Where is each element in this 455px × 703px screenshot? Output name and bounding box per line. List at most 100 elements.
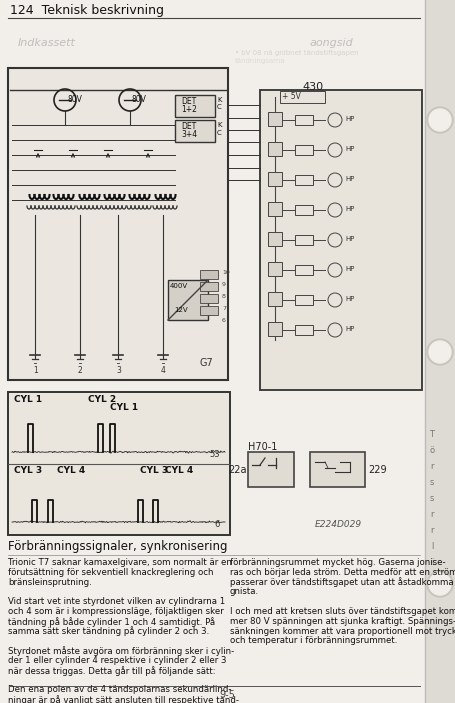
- Text: samma sätt sker tändning på cylinder 2 och 3.: samma sätt sker tändning på cylinder 2 o…: [8, 626, 209, 636]
- Text: T: T: [430, 430, 435, 439]
- Bar: [200, 306, 218, 315]
- Bar: [295, 205, 313, 215]
- Text: sänkningen kommer att vara proportionell mot tryck: sänkningen kommer att vara proportionell…: [230, 626, 455, 636]
- Text: H70-1: H70-1: [248, 442, 278, 452]
- Circle shape: [427, 339, 453, 365]
- Text: der 1 eller cylinder 4 respektive i cylinder 2 eller 3: der 1 eller cylinder 4 respektive i cyli…: [8, 656, 227, 665]
- Bar: [175, 95, 215, 117]
- Text: CYL 4: CYL 4: [165, 466, 193, 475]
- Text: och temperatur i förbränningsrummet.: och temperatur i förbränningsrummet.: [230, 636, 397, 645]
- Text: ö: ö: [430, 446, 435, 455]
- Bar: [295, 175, 313, 185]
- Bar: [425, 0, 455, 703]
- Text: 3+4: 3+4: [181, 130, 197, 139]
- Text: 124  Teknisk beskrivning: 124 Teknisk beskrivning: [10, 4, 164, 17]
- Text: aongsid: aongsid: [310, 38, 354, 48]
- Bar: [200, 282, 218, 291]
- Text: • bV 08 nä gnibnet tändstiftsgapen: • bV 08 nä gnibnet tändstiftsgapen: [235, 50, 359, 56]
- Text: ningar är på vanligt sätt ansluten till respektive tänd-: ningar är på vanligt sätt ansluten till …: [8, 695, 239, 703]
- Bar: [295, 145, 313, 155]
- Text: ras och börjar leda ström. Detta medför att en ström: ras och börjar leda ström. Detta medför …: [230, 568, 455, 576]
- Text: E224D029: E224D029: [315, 520, 362, 529]
- Text: passerar över tändstiftsgapet utan att åstadkomma: passerar över tändstiftsgapet utan att å…: [230, 578, 454, 588]
- Bar: [268, 322, 282, 336]
- Bar: [310, 452, 365, 487]
- Text: HP: HP: [345, 296, 354, 302]
- Bar: [200, 294, 218, 303]
- Bar: [260, 90, 422, 390]
- Text: CYL 2: CYL 2: [88, 395, 116, 404]
- Text: r: r: [430, 526, 434, 535]
- Text: gnista.: gnista.: [230, 588, 259, 596]
- Bar: [200, 270, 218, 279]
- Text: 80V: 80V: [132, 95, 147, 104]
- Text: 9-5: 9-5: [219, 690, 235, 700]
- Text: s: s: [430, 478, 434, 487]
- Text: 3: 3: [116, 366, 121, 375]
- Text: och 4 som är i kompressionsläge, följaktligen sker: och 4 som är i kompressionsläge, följakt…: [8, 607, 224, 616]
- Text: 4: 4: [161, 366, 166, 375]
- Text: Styrdonet måste avgöra om förbränning sker i cylin-: Styrdonet måste avgöra om förbränning sk…: [8, 646, 234, 656]
- Text: K: K: [217, 122, 222, 128]
- Text: 22a: 22a: [228, 465, 247, 475]
- Circle shape: [427, 107, 453, 133]
- Text: 229: 229: [368, 465, 387, 475]
- Text: förutsättning för sekventiell knackreglering och: förutsättning för sekventiell knackregle…: [8, 568, 213, 576]
- Text: + 5V: + 5V: [282, 92, 301, 101]
- Text: 10: 10: [222, 270, 230, 275]
- Bar: [248, 452, 294, 487]
- Text: Vid start vet inte styrdonet vilken av cylindrarna 1: Vid start vet inte styrdonet vilken av c…: [8, 598, 225, 606]
- Text: Trionic T7 saknar kamaxelgivare, som normalt är en: Trionic T7 saknar kamaxelgivare, som nor…: [8, 558, 232, 567]
- Text: HP: HP: [345, 116, 354, 122]
- Text: mer 80 V spänningen att sjunka kraftigt. Spännings-: mer 80 V spänningen att sjunka kraftigt.…: [230, 617, 455, 626]
- Text: C: C: [217, 104, 222, 110]
- Text: s: s: [430, 494, 434, 503]
- Circle shape: [429, 573, 451, 595]
- Text: K: K: [217, 97, 222, 103]
- Text: 9: 9: [222, 282, 226, 287]
- Text: HP: HP: [345, 146, 354, 152]
- Bar: [268, 202, 282, 216]
- Text: I och med att kretsen sluts över tändstiftsgapet kom-: I och med att kretsen sluts över tändsti…: [230, 607, 455, 616]
- Text: HP: HP: [345, 326, 354, 332]
- Text: 400V: 400V: [170, 283, 188, 289]
- Text: HP: HP: [345, 176, 354, 182]
- Text: G7: G7: [200, 358, 214, 368]
- Bar: [168, 280, 208, 320]
- Text: bränsleinsprutning.: bränsleinsprutning.: [8, 578, 92, 586]
- Bar: [268, 172, 282, 186]
- Bar: [268, 232, 282, 246]
- Text: 8: 8: [222, 294, 226, 299]
- Text: Den ena polen av de 4 tändspolarnas sekundärlind-: Den ena polen av de 4 tändspolarnas seku…: [8, 685, 232, 695]
- Text: 53: 53: [209, 450, 220, 459]
- Text: 6: 6: [215, 520, 220, 529]
- Text: l: l: [431, 542, 433, 551]
- Circle shape: [429, 109, 451, 131]
- Text: Indkassett: Indkassett: [18, 38, 76, 48]
- Text: 12V: 12V: [174, 307, 187, 313]
- Bar: [280, 91, 325, 103]
- Bar: [268, 262, 282, 276]
- Text: DET: DET: [181, 122, 196, 131]
- Text: när dessa triggas. Detta går till på följande sätt:: när dessa triggas. Detta går till på föl…: [8, 666, 216, 676]
- Text: HP: HP: [345, 236, 354, 242]
- Bar: [295, 115, 313, 125]
- Bar: [295, 235, 313, 245]
- Text: HP: HP: [345, 266, 354, 272]
- Text: CYL 3: CYL 3: [14, 466, 42, 475]
- Text: 430: 430: [302, 82, 323, 92]
- Text: tändningsarna: tändningsarna: [235, 58, 286, 64]
- Bar: [268, 292, 282, 306]
- Text: CYL 3: CYL 3: [140, 466, 168, 475]
- Text: HP: HP: [345, 206, 354, 212]
- Text: 1+2: 1+2: [181, 105, 197, 114]
- Bar: [8, 68, 228, 380]
- Bar: [295, 265, 313, 275]
- Text: förbränningsrummet mycket hög. Gaserna jonise-: förbränningsrummet mycket hög. Gaserna j…: [230, 558, 445, 567]
- Bar: [268, 112, 282, 126]
- Text: 6: 6: [222, 318, 226, 323]
- Text: DET: DET: [181, 97, 196, 106]
- Circle shape: [429, 341, 451, 363]
- Text: 7: 7: [222, 306, 226, 311]
- Bar: [175, 120, 215, 142]
